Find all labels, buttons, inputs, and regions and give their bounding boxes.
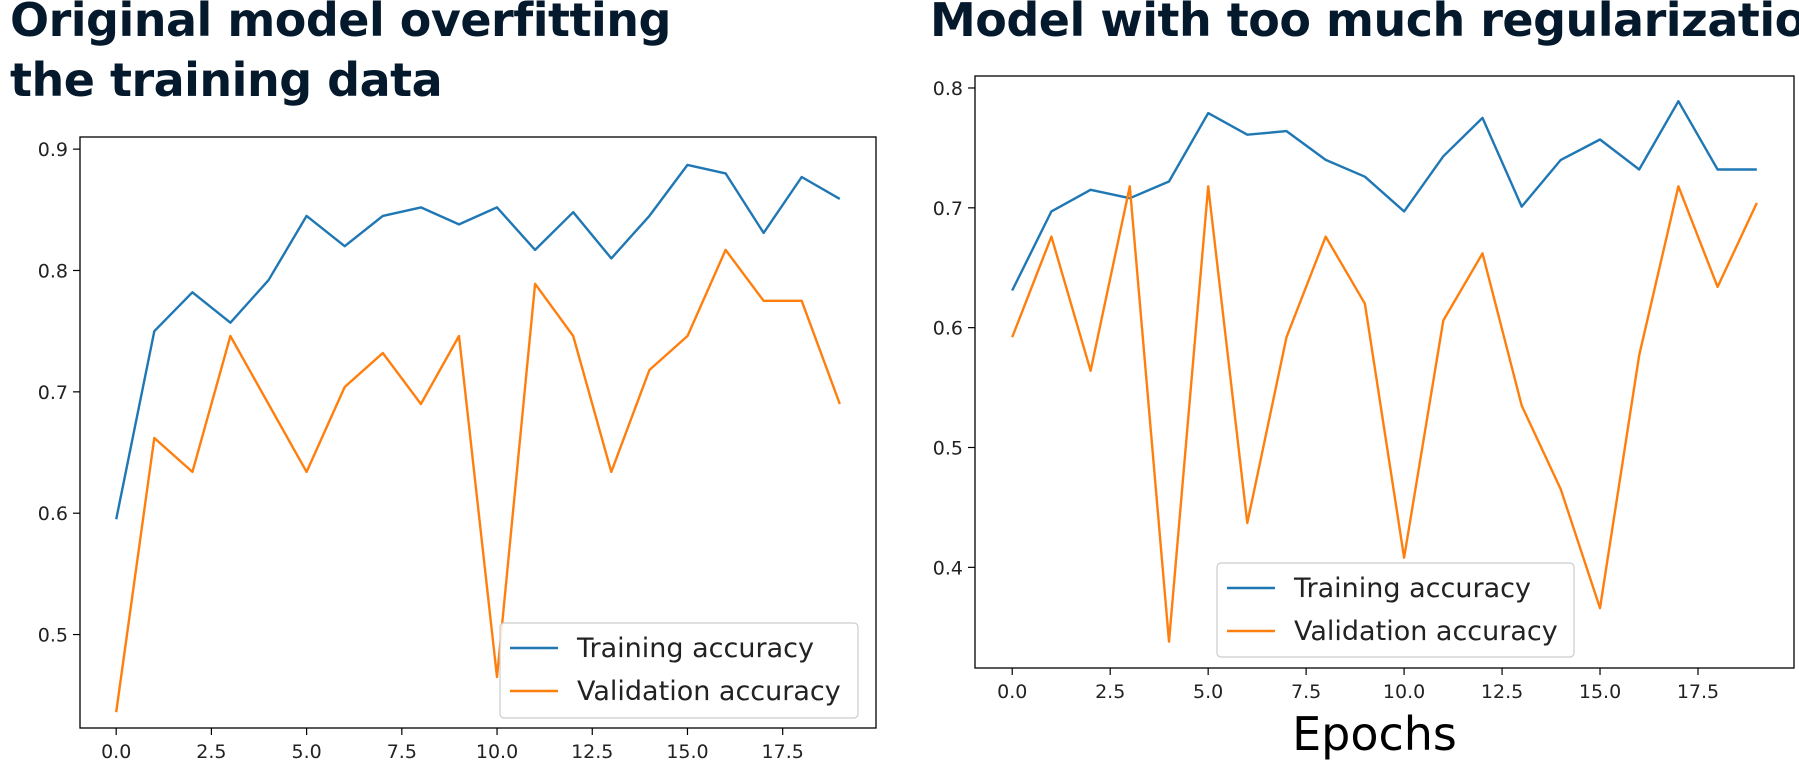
right-xtick-label: 7.5 [1291,681,1321,703]
left-ytick-label: 0.6 [38,503,68,525]
right-xtick-label: 5.0 [1193,681,1223,703]
right-plot-frame [974,75,1795,669]
right-legend-box [1216,562,1575,658]
left-legend-box [499,622,859,719]
left-xtick-label: 7.5 [387,741,417,763]
left-ytick-label: 0.5 [38,625,68,647]
right-xtick-label: 12.5 [1481,681,1523,703]
left-series-line-training [115,163,841,520]
right-legend-label: Validation accuracy [1294,616,1558,647]
left-ytick-label: 0.8 [38,260,68,282]
left-xtick-label: 15.0 [666,741,708,763]
right-ytick-label: 0.8 [933,78,963,100]
left-plot-frame [79,136,877,729]
right-legend-label: Training accuracy [1293,573,1531,604]
chart-title-right: Model with too much regularization [930,0,1799,47]
left-ytick-label: 0.9 [38,139,68,161]
left-xtick-label: 10.0 [476,741,518,763]
right-xaxis-label: Epochs [1292,707,1457,761]
right-xtick-label: 10.0 [1383,681,1425,703]
right-series-line-training [1011,99,1757,292]
right-ytick-label: 0.7 [933,198,963,220]
left-xtick-label: 2.5 [196,741,226,763]
right-ytick-label: 0.4 [933,557,963,579]
left-xtick-label: 12.5 [571,741,613,763]
right-xtick-label: 15.0 [1579,681,1621,703]
left-legend-label: Validation accuracy [577,676,841,707]
right-xtick-label: 0.0 [997,681,1027,703]
left-series-line-validation [115,248,841,713]
right-xtick-label: 17.5 [1677,681,1719,703]
left-xtick-label: 17.5 [762,741,804,763]
right-series-line-validation [1011,185,1758,643]
left-ytick-label: 0.7 [38,382,68,404]
right-ytick-label: 0.6 [933,318,963,340]
right-xtick-label: 2.5 [1095,681,1125,703]
right-ytick-label: 0.5 [933,437,963,459]
left-xtick-label: 5.0 [292,741,322,763]
chart-title-left: Original model overfitting the training … [10,0,671,107]
left-legend-label: Training accuracy [576,633,814,664]
left-xtick-label: 0.0 [101,741,131,763]
